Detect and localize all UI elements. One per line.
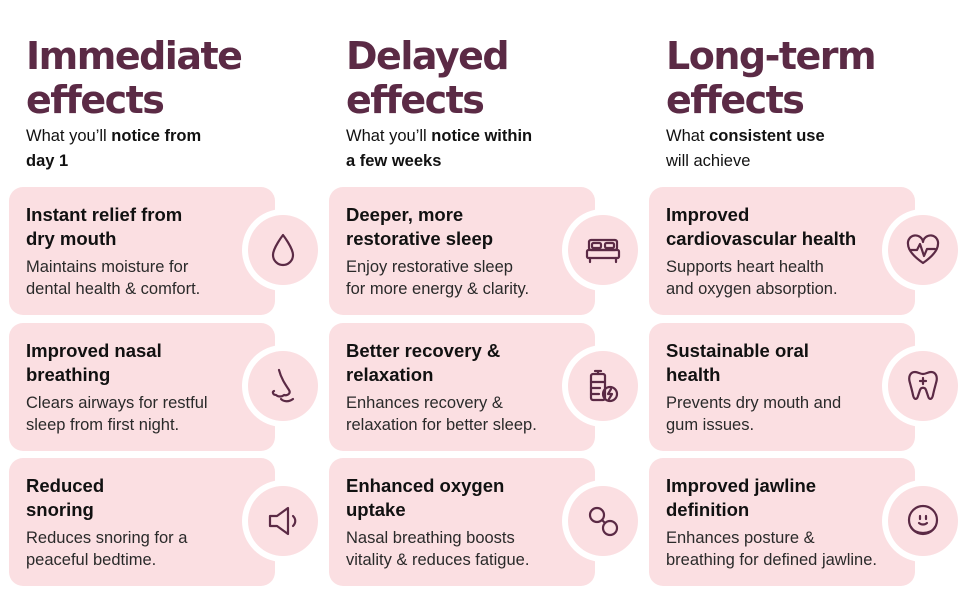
effect-card: Reduced snoring Reduces snoring for a peac… [9,458,324,586]
effect-card: Improved nasal breathing Clears airways f… [9,323,324,451]
card-title: Improved nasal breathing [26,340,162,385]
water-drop-icon [248,215,318,285]
card-description: Clears airways for restful sleep from fir… [26,394,208,434]
column-subtitle: What consistent use will achieve [666,127,825,170]
speaker-icon [248,486,318,556]
card-title: Enhanced oxygen uptake [346,475,505,520]
battery-charging-icon [568,351,638,421]
column-subtitle: What you’ll notice from day 1 [26,127,202,170]
effect-card: Better recovery & relaxation Enhances rec… [329,323,644,451]
card-title: Deeper, more restorative sleep [346,204,494,249]
nose-icon [248,351,318,421]
column-immediate-effects: Immediate effects What you’ll notice fro… [9,0,327,600]
card-description: Supports heart health and oxygen absorpti… [666,258,838,298]
column-long-term-effects: Long-term effects What consistent use wi… [649,0,967,600]
column-title: Long-term effects [666,34,877,122]
card-description: Reduces snoring for a peaceful bedtime. [26,529,188,569]
card-title: Reduced snoring [26,475,105,520]
heart-pulse-icon [888,215,958,285]
card-title: Improved cardiovascular health [666,204,857,249]
card-description: Enhances recovery & relaxation for better… [346,394,537,434]
tooth-icon [888,351,958,421]
card-title: Better recovery & relaxation [346,340,501,385]
effect-card: Improved cardiovascular health Supports h… [649,187,964,315]
effect-card: Enhanced oxygen uptake Nasal breathing bo… [329,458,644,586]
column-subtitle: What you’ll notice within a few weeks [346,127,533,170]
face-jawline-icon [888,486,958,556]
column-delayed-effects: Delayed effects What you’ll notice withi… [329,0,647,600]
card-description: Enjoy restorative sleep for more energy &… [346,258,530,298]
card-title: Instant relief from dry mouth [26,204,183,249]
effect-card: Sustainable oral health Prevents dry mout… [649,323,964,451]
bed-icon [568,215,638,285]
card-title: Sustainable oral health [666,340,809,385]
card-description: Maintains moisture for dental health & co… [26,258,201,298]
effect-card: Instant relief from dry mouth Maintains m… [9,187,324,315]
oxygen-molecule-icon [568,486,638,556]
card-description: Prevents dry mouth and gum issues. [666,394,842,434]
card-description: Nasal breathing boosts vitality & reduces… [346,529,530,569]
effect-card: Improved jawline definition Enhances post… [649,458,964,586]
column-title: Delayed effects [346,34,510,122]
effect-card: Deeper, more restorative sleep Enjoy rest… [329,187,644,315]
column-title: Immediate effects [26,34,243,122]
card-description: Enhances posture & breathing for defined … [666,529,877,569]
card-title: Improved jawline definition [666,475,817,520]
